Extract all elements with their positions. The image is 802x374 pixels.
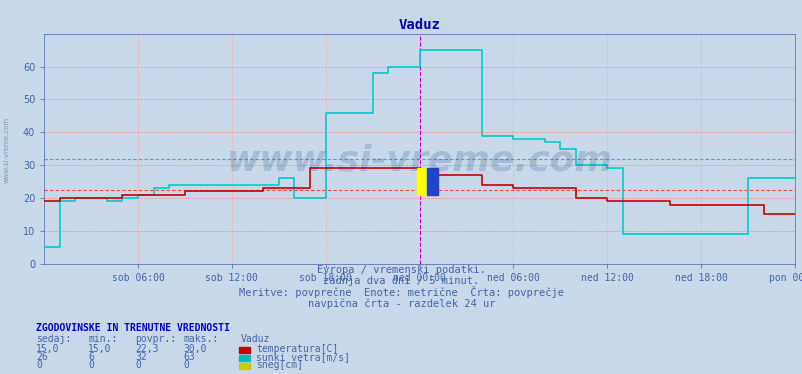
Text: sunki vetra[m/s]: sunki vetra[m/s] [256, 352, 350, 362]
Bar [416, 168, 427, 194]
Text: sedaj:: sedaj: [36, 334, 71, 344]
Text: 30,0: 30,0 [183, 344, 206, 353]
Text: navpična črta - razdelek 24 ur: navpična črta - razdelek 24 ur [307, 298, 495, 309]
Text: Meritve: povprečne  Enote: metrične  Črta: povprečje: Meritve: povprečne Enote: metrične Črta:… [239, 286, 563, 298]
Text: www.si-vreme.com: www.si-vreme.com [3, 117, 10, 183]
Text: sneg[cm]: sneg[cm] [256, 360, 303, 370]
Bar [427, 168, 437, 194]
Text: 26: 26 [36, 352, 48, 362]
Text: 63: 63 [183, 352, 195, 362]
Text: 6: 6 [88, 352, 94, 362]
Text: 32: 32 [135, 352, 147, 362]
Text: www.si-vreme.com: www.si-vreme.com [226, 143, 612, 177]
Title: Vaduz: Vaduz [398, 18, 440, 33]
Text: povpr.:: povpr.: [135, 334, 176, 344]
Text: 0: 0 [183, 360, 188, 370]
Text: 15,0: 15,0 [88, 344, 111, 353]
Text: 0: 0 [88, 360, 94, 370]
Text: 0: 0 [36, 360, 42, 370]
Text: ZGODOVINSKE IN TRENUTNE VREDNOSTI: ZGODOVINSKE IN TRENUTNE VREDNOSTI [36, 323, 229, 333]
Text: 22,3: 22,3 [135, 344, 158, 353]
Text: maks.:: maks.: [183, 334, 218, 344]
Text: temperatura[C]: temperatura[C] [256, 344, 338, 353]
Text: Vaduz: Vaduz [241, 334, 270, 344]
Text: zadnja dva dni / 5 minut.: zadnja dva dni / 5 minut. [323, 276, 479, 286]
Text: Evropa / vremenski podatki.: Evropa / vremenski podatki. [317, 265, 485, 275]
Text: 15,0: 15,0 [36, 344, 59, 353]
Text: 0: 0 [135, 360, 140, 370]
Text: min.:: min.: [88, 334, 118, 344]
